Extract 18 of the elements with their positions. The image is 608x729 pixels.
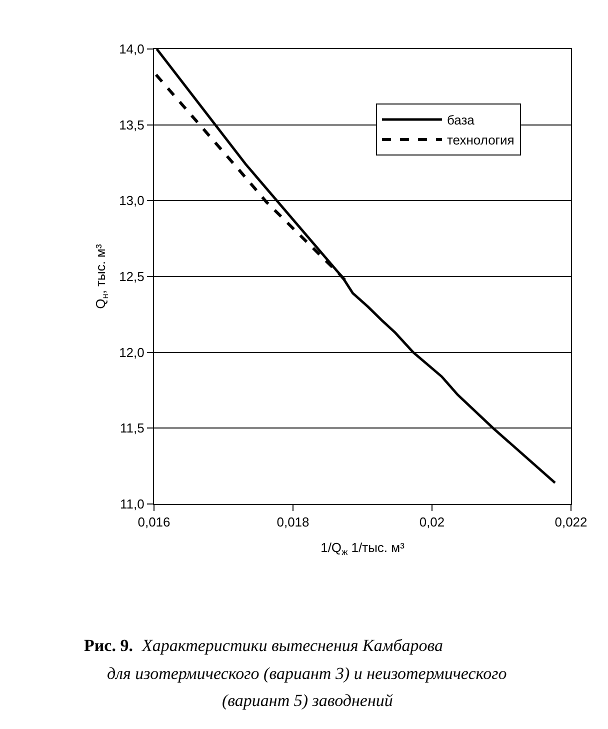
x-tick-label: 0,022 [554,514,588,530]
y-tick-label: 12,0 [119,344,144,360]
text: для изотермического (вариант 3) и неизотермического [107,664,507,683]
y-tick-label: 11,0 [120,496,144,512]
x-tick-label: 0,02 [419,514,445,530]
y-tick-label: 14,0 [119,42,144,57]
text: Рис. 9. [84,636,133,655]
text: Характеристики вытеснения Камбарова [141,636,444,655]
y-tick-label: 13,5 [119,117,144,132]
x-axis-title: 1/Q$_{ж}$ 1/тыс. м³ [320,540,406,557]
y-tick-label: 12,5 [119,269,144,284]
legend-label: база [446,112,476,128]
x-tick-label: 0,016 [138,514,170,530]
y-tick-label: 13,0 [119,193,144,208]
y-tick-label: 11,5 [120,420,144,436]
x-tick-label: 0,018 [276,514,310,530]
legend-label: технология [446,132,514,148]
text: (вариант 5) заводнений [222,691,394,710]
